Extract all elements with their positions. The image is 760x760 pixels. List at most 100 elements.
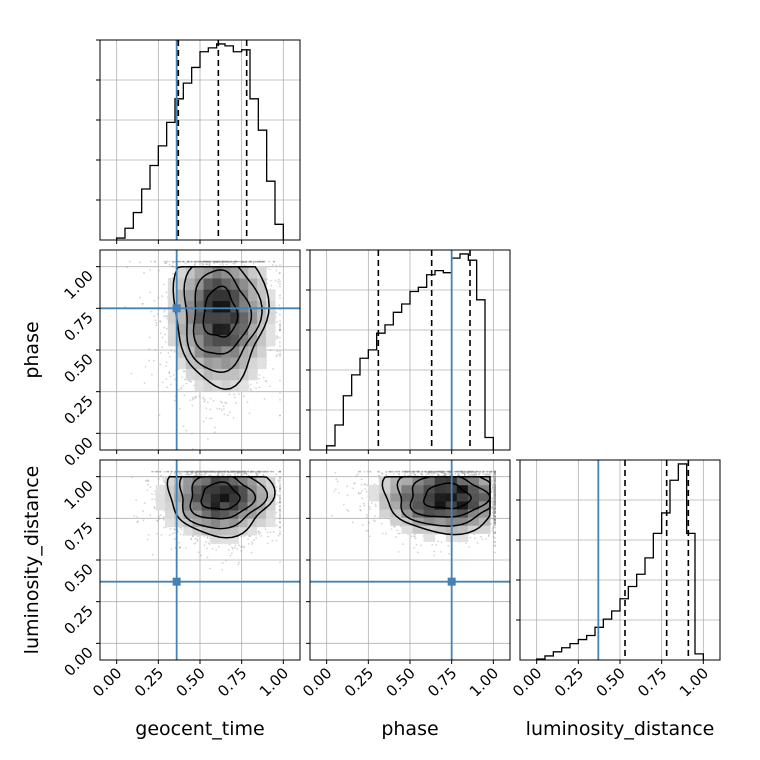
- sample-point: [237, 470, 239, 473]
- sample-point: [208, 260, 211, 263]
- sample-point: [211, 260, 214, 263]
- sample-point: [154, 349, 157, 351]
- sample-point: [163, 481, 166, 483]
- density-bin: [229, 485, 239, 494]
- sample-point: [214, 426, 216, 429]
- sample-point: [147, 533, 150, 536]
- sample-point: [212, 260, 215, 263]
- sample-point: [224, 470, 227, 473]
- sample-point: [229, 260, 232, 263]
- sample-point: [204, 472, 207, 475]
- sample-point: [494, 489, 496, 492]
- sample-point: [153, 315, 156, 318]
- density-bin: [210, 535, 221, 544]
- sample-point: [229, 554, 232, 557]
- sample-point: [207, 260, 210, 263]
- sample-point: [259, 260, 262, 263]
- sample-point: [257, 531, 260, 534]
- sample-point: [184, 262, 187, 265]
- sample-point: [478, 473, 480, 476]
- sample-point: [188, 473, 190, 476]
- density-bin: [248, 357, 258, 369]
- sample-point: [217, 260, 219, 263]
- sample-point: [187, 470, 189, 473]
- sample-point: [266, 531, 269, 534]
- sample-point: [233, 470, 235, 473]
- sample-point: [209, 567, 211, 570]
- sample-point: [279, 313, 281, 316]
- density-bin: [185, 323, 196, 336]
- sample-point: [221, 260, 224, 263]
- sample-point: [198, 474, 201, 477]
- density-layer: [130, 470, 281, 571]
- sample-point: [256, 260, 259, 263]
- sample-point: [447, 544, 450, 547]
- sample-point: [177, 260, 180, 263]
- sample-point: [222, 470, 225, 473]
- sample-point: [274, 279, 277, 282]
- density-bin: [194, 300, 205, 313]
- sample-point: [227, 260, 229, 263]
- sample-point: [205, 470, 208, 473]
- sample-point: [266, 542, 269, 545]
- sample-point: [205, 470, 208, 473]
- density-bin: [248, 266, 258, 279]
- sample-point: [256, 260, 259, 263]
- sample-point: [448, 470, 450, 473]
- sample-point: [252, 470, 255, 473]
- sample-point: [233, 260, 236, 263]
- sample-point: [279, 521, 281, 524]
- y-tick-label-0: 0.00: [60, 433, 96, 469]
- sample-point: [149, 514, 152, 516]
- density-bin: [220, 476, 230, 486]
- panel-hist-geocent-time: [96, 39, 301, 244]
- sample-point: [214, 470, 217, 473]
- sample-point: [191, 470, 194, 473]
- sample-point: [233, 546, 236, 549]
- sample-point: [196, 260, 199, 263]
- sample-point: [172, 374, 175, 376]
- sample-point: [234, 470, 237, 473]
- density-bin: [238, 526, 248, 536]
- sample-point: [233, 396, 236, 399]
- x-tick-label-1: 0.25: [131, 664, 167, 700]
- density-layer: [124, 260, 281, 450]
- sample-point: [247, 538, 249, 541]
- density-bin: [221, 334, 231, 347]
- sample-point: [206, 438, 209, 440]
- sample-point: [258, 533, 261, 536]
- density-bin: [174, 485, 184, 494]
- sample-point: [203, 470, 206, 473]
- sample-point: [217, 260, 220, 263]
- sample-point: [209, 397, 212, 400]
- sample-point: [258, 472, 260, 474]
- sample-point: [135, 499, 138, 502]
- sample-point: [263, 260, 266, 263]
- sample-point: [263, 260, 266, 263]
- sample-point: [235, 470, 237, 473]
- sample-point: [191, 472, 193, 474]
- contour-3: [200, 481, 241, 511]
- sample-point: [232, 470, 235, 473]
- density-bin: [194, 334, 205, 347]
- sample-point: [239, 471, 242, 474]
- sample-point: [148, 359, 151, 362]
- sample-point: [151, 493, 153, 495]
- sample-point: [277, 278, 280, 281]
- density-bin: [176, 289, 187, 302]
- sample-point: [230, 470, 233, 473]
- sample-point: [197, 470, 200, 473]
- sample-point: [398, 470, 400, 473]
- sample-point: [173, 260, 176, 263]
- sample-point: [260, 470, 262, 473]
- sample-point: [213, 260, 216, 263]
- sample-point: [226, 470, 229, 473]
- density-bin: [247, 526, 258, 536]
- sample-point: [190, 471, 193, 474]
- sample-point: [218, 470, 221, 473]
- sample-point: [279, 508, 281, 511]
- sample-point: [142, 519, 145, 522]
- sample-point: [227, 470, 229, 473]
- sample-point: [279, 353, 281, 356]
- sample-point: [225, 402, 228, 405]
